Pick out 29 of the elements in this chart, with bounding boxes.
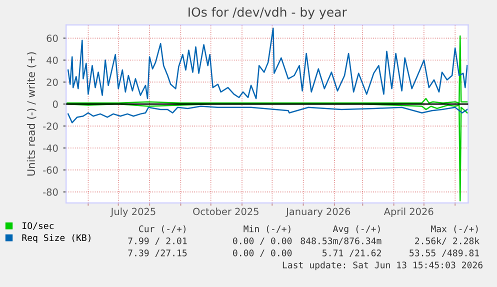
text: Cur (-/+) xyxy=(139,225,186,234)
text: 7.39 /27.15 xyxy=(128,250,187,258)
y-tick-label: 0 xyxy=(52,100,58,108)
text: 0.00 / 0.00 xyxy=(233,237,292,246)
text: 0.00 / 0.00 xyxy=(233,250,292,258)
text: 5.71 /21.62 xyxy=(322,250,381,258)
text: Avg (-/+) xyxy=(332,225,380,234)
x-tick-label: October 2025 xyxy=(193,208,258,216)
text: 7.99 / 2.01 xyxy=(128,237,187,246)
y-tick-label: 40 xyxy=(46,56,58,64)
text: Last update: Sat Jun 13 15:45:03 2026 xyxy=(282,261,483,270)
text: Min (-/+) xyxy=(244,225,290,234)
x-tick-label: July 2025 xyxy=(110,208,156,218)
y-tick-label: -20 xyxy=(43,122,58,130)
chart-title: IOs for /dev/vdh - by year xyxy=(188,7,347,20)
text: 2.56k/ 2.28k xyxy=(415,237,480,246)
y-tick-label: -60 xyxy=(43,166,58,174)
y-tick-label: 20 xyxy=(46,78,58,86)
legend-label: Req Size (KB) xyxy=(22,234,90,243)
text: Max (-/+) xyxy=(431,225,478,234)
y-tick-label: -80 xyxy=(43,188,58,196)
legend-label: IO/sec xyxy=(22,222,54,230)
y-axis-title: Units read (-) / write (+) xyxy=(26,52,36,176)
x-tick-label: April 2026 xyxy=(384,208,434,218)
y-tick-label: 60 xyxy=(46,34,58,42)
text: 848.53m/876.34m xyxy=(300,237,382,246)
y-tick-label: -40 xyxy=(43,144,58,152)
x-tick-label: January 2026 xyxy=(286,208,350,218)
text: 53.55 /489.81 xyxy=(410,250,479,258)
